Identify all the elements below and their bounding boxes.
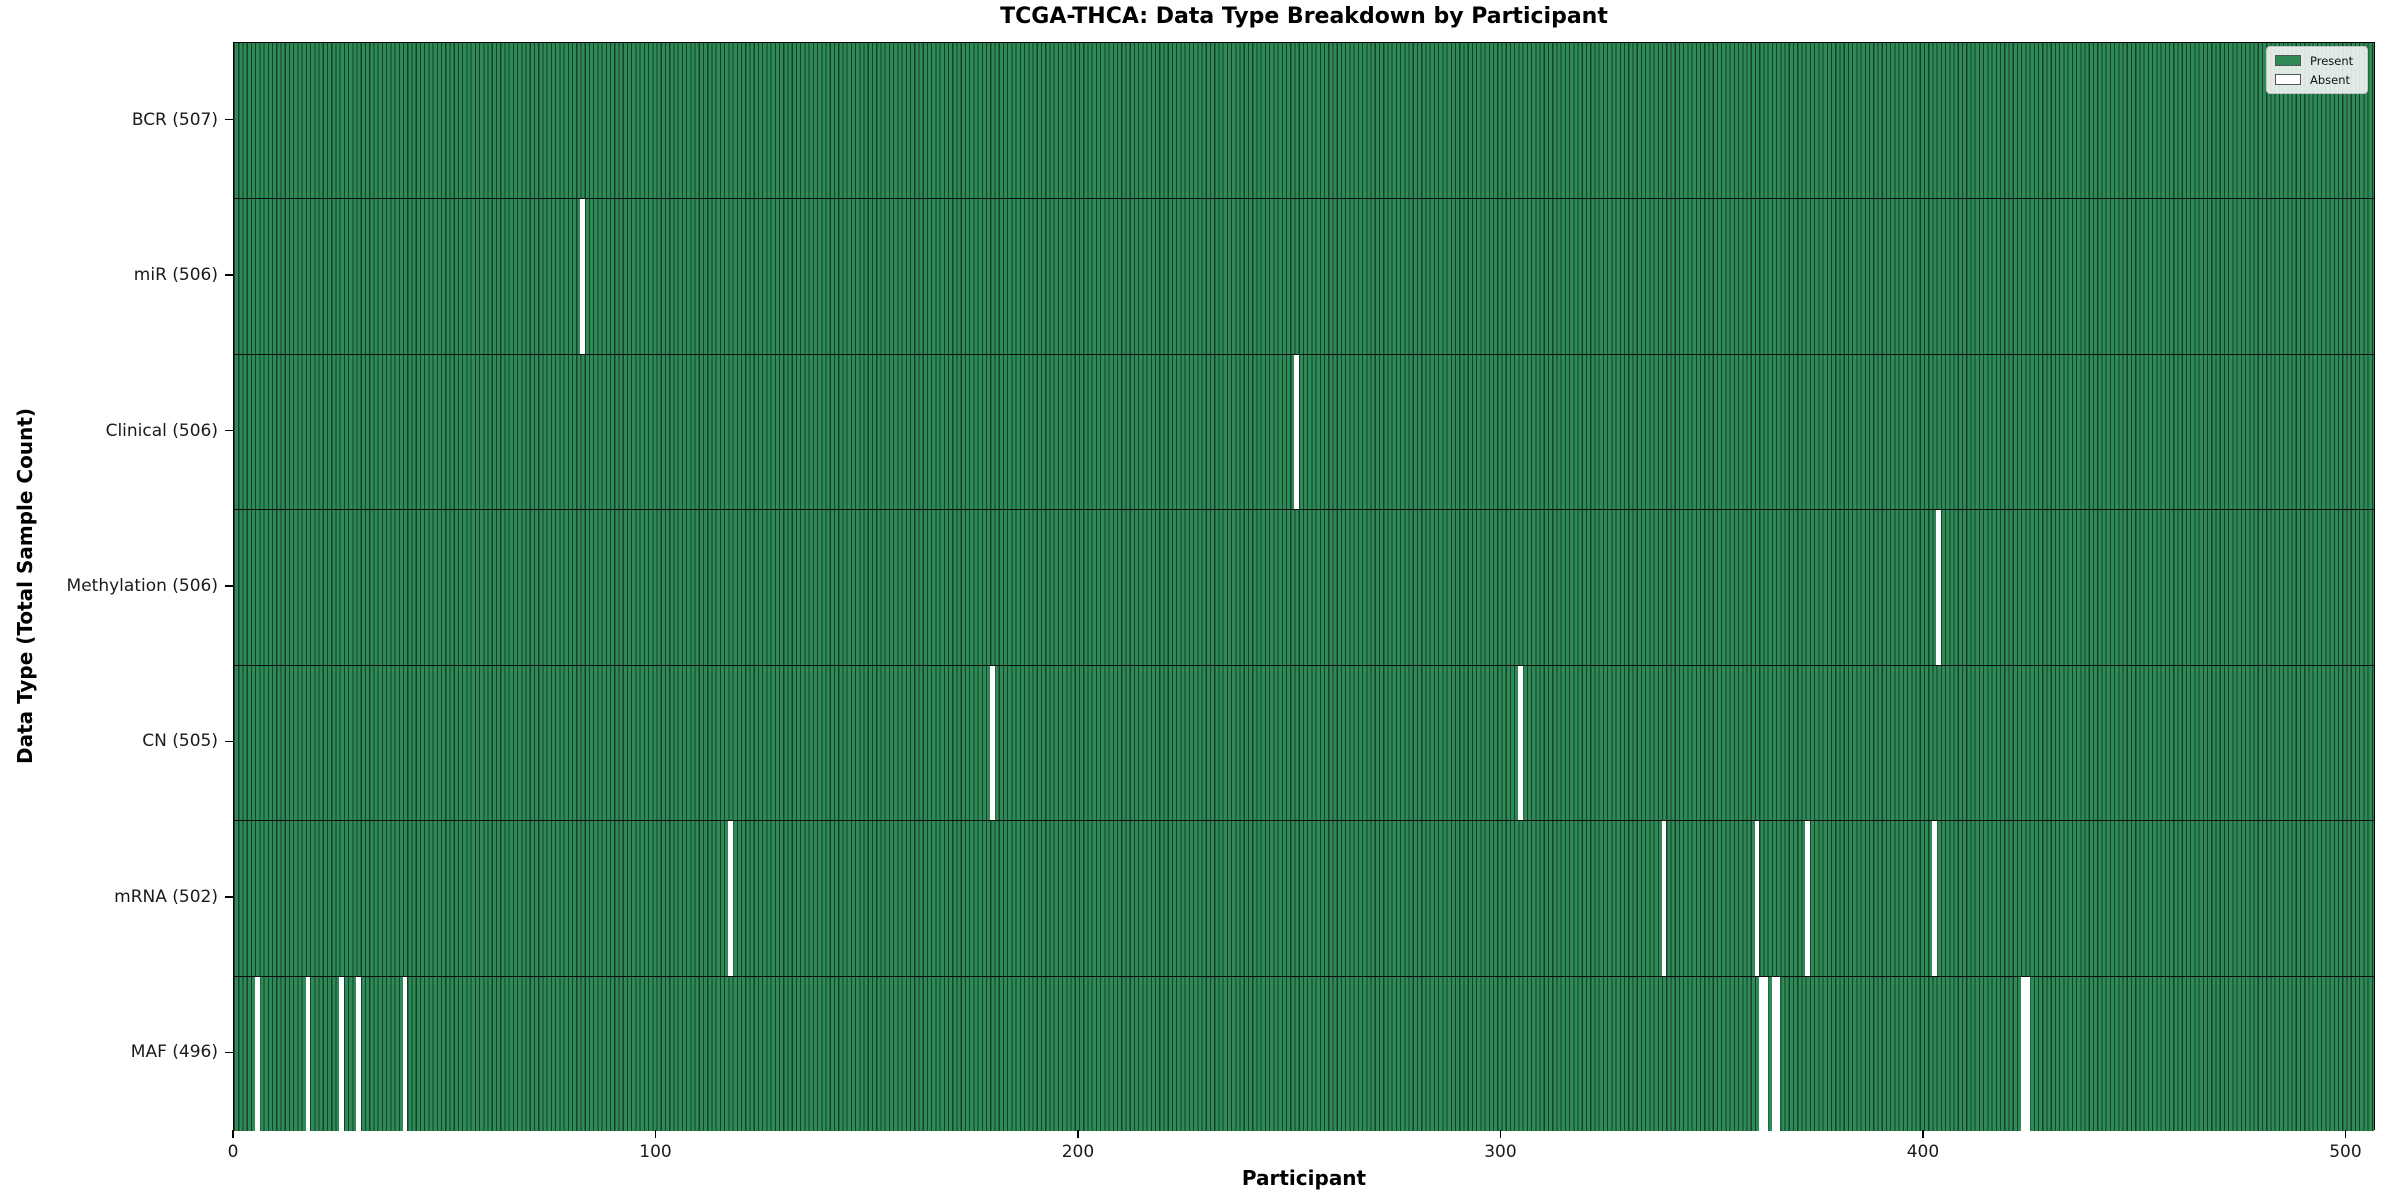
absent-gap xyxy=(728,821,733,976)
absent-gap xyxy=(1758,976,1764,1131)
y-tick-label-cn: CN (505) xyxy=(142,731,218,752)
y-tick-label-methylation: Methylation (506) xyxy=(66,576,218,596)
absent-gap xyxy=(1763,976,1768,1131)
absent-gap xyxy=(254,976,260,1131)
legend-item-absent: Absent xyxy=(2275,72,2359,87)
chart-title: TCGA-THCA: Data Type Breakdown by Partic… xyxy=(1000,4,1608,29)
absent-gap xyxy=(1932,821,1937,976)
datatype-row-methylation xyxy=(234,509,2374,665)
y-tick-mark xyxy=(225,274,233,276)
x-tick-label: 500 xyxy=(2329,1142,2362,1162)
y-tick-mark xyxy=(225,1051,233,1054)
y-tick-label-mrna: mRNA (502) xyxy=(114,886,218,907)
datatype-row-clinical xyxy=(234,353,2374,510)
x-tick-label: 400 xyxy=(1906,1142,1940,1162)
absent-gap xyxy=(1661,821,1667,976)
y-tick-mark xyxy=(225,118,233,121)
x-tick-label: 0 xyxy=(227,1142,239,1162)
datatype-row-mir xyxy=(234,198,2374,354)
absent-gap xyxy=(1518,665,1523,821)
absent-gap xyxy=(580,199,585,354)
datatype-row-cn xyxy=(234,664,2374,821)
datatype-row-mrna xyxy=(234,820,2374,976)
absent-gap xyxy=(1771,976,1777,1131)
x-tick-label: 200 xyxy=(1061,1142,1095,1162)
absent-gap xyxy=(1775,976,1781,1131)
datatype-row-bcr xyxy=(234,43,2374,199)
x-tick-label: 100 xyxy=(639,1142,672,1162)
absent-gap xyxy=(402,976,408,1131)
absent-gap xyxy=(1805,821,1811,976)
x-tick-label: 300 xyxy=(1484,1142,1517,1162)
x-tick-mark xyxy=(1922,1130,1924,1138)
y-tick-mark xyxy=(225,585,233,587)
legend-absent-label: Absent xyxy=(2310,72,2351,87)
x-axis-label: Participant xyxy=(1241,1166,1367,1190)
legend-present-label: Present xyxy=(2310,53,2354,68)
absent-gap xyxy=(990,665,995,821)
x-tick-mark xyxy=(2344,1130,2347,1138)
legend-absent-swatch xyxy=(2275,74,2301,85)
legend-present-swatch xyxy=(2275,55,2301,66)
y-tick-label-maf: MAF (496) xyxy=(130,1042,218,1063)
plot-area xyxy=(233,42,2375,1131)
absent-gap xyxy=(1936,510,1942,665)
datatype-row-maf xyxy=(234,975,2374,1131)
x-tick-mark xyxy=(1077,1130,1079,1138)
absent-gap xyxy=(356,976,361,1131)
legend-item-present: Present xyxy=(2275,53,2359,68)
absent-gap xyxy=(2025,976,2030,1131)
absent-gap xyxy=(339,976,345,1131)
legend: Present Absent xyxy=(2266,46,2368,94)
y-tick-mark xyxy=(225,896,233,898)
y-tick-mark xyxy=(225,429,233,432)
y-tick-mark xyxy=(225,740,233,743)
absent-gap xyxy=(1754,821,1760,976)
absent-gap xyxy=(1294,354,1299,510)
absent-gap xyxy=(2020,976,2026,1131)
x-tick-mark xyxy=(232,1130,234,1138)
x-tick-mark xyxy=(1499,1130,1502,1138)
y-tick-label-mir: miR (506) xyxy=(133,265,218,286)
y-tick-label-bcr: BCR (507) xyxy=(131,109,218,130)
absent-gap xyxy=(305,976,311,1131)
y-tick-label-clinical: Clinical (506) xyxy=(105,420,218,441)
x-tick-mark xyxy=(654,1130,657,1138)
